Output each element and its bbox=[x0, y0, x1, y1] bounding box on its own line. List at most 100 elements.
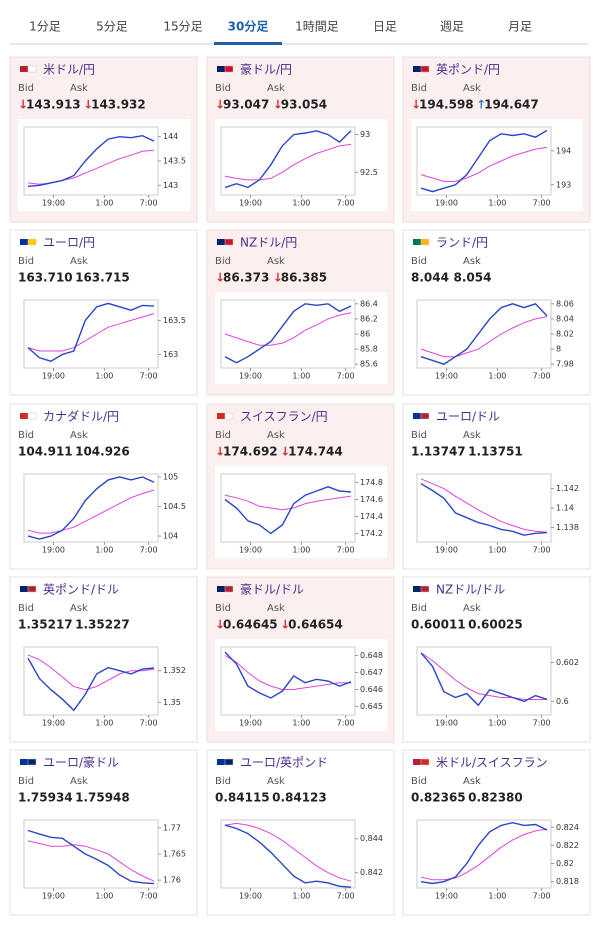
x-tick-label: 19:00 bbox=[435, 199, 458, 208]
direction-arrow: ↓ bbox=[273, 271, 283, 285]
x-tick-label: 19:00 bbox=[239, 719, 262, 728]
y-tick-label: 194 bbox=[556, 146, 571, 155]
ask-price: 8.054 bbox=[454, 271, 492, 285]
pair-name[interactable]: 米ドル/スイスフラン bbox=[436, 756, 548, 770]
ask-label: Ask bbox=[70, 776, 88, 787]
timeframe-tab[interactable]: 1時間足 bbox=[295, 20, 339, 34]
y-tick-label: 163 bbox=[163, 350, 178, 359]
bid-price: 104.911 bbox=[18, 445, 73, 459]
plot-area bbox=[220, 473, 356, 543]
ask-label: Ask bbox=[463, 776, 481, 787]
y-tick-label: 0.844 bbox=[360, 834, 383, 843]
pair-name[interactable]: ユーロ/ドル bbox=[436, 410, 500, 424]
price-line bbox=[224, 651, 352, 699]
price-line bbox=[27, 657, 155, 712]
bid-label: Bid bbox=[18, 256, 34, 267]
ask-label: Ask bbox=[267, 430, 285, 441]
ask-label: Ask bbox=[267, 256, 285, 267]
pair-name[interactable]: NZドル/円 bbox=[240, 236, 297, 250]
ask-price: 163.715 bbox=[75, 271, 130, 285]
direction-arrow: ↓ bbox=[215, 271, 225, 285]
x-tick-label: 1:00 bbox=[95, 892, 113, 901]
pair-name[interactable]: カナダドル/円 bbox=[43, 409, 119, 424]
ask-label: Ask bbox=[463, 83, 481, 94]
y-tick-label: 144 bbox=[163, 132, 178, 141]
pair-name[interactable]: NZドル/ドル bbox=[436, 583, 505, 597]
y-tick-label: 1.765 bbox=[163, 850, 186, 859]
x-tick-label: 7:00 bbox=[533, 719, 551, 728]
timeframe-tab[interactable]: 1分足 bbox=[29, 20, 61, 34]
x-tick-label: 1:00 bbox=[292, 546, 310, 555]
moving-average-line bbox=[27, 313, 155, 352]
x-tick-label: 1:00 bbox=[292, 372, 310, 381]
pair-name[interactable]: ユーロ/円 bbox=[43, 236, 95, 250]
ask-price: 0.64654 bbox=[288, 618, 343, 632]
ask-label: Ask bbox=[463, 256, 481, 267]
x-tick-label: 19:00 bbox=[239, 546, 262, 555]
pair-name[interactable]: ユーロ/英ポンド bbox=[240, 756, 328, 770]
y-tick-label: 0.822 bbox=[556, 841, 579, 850]
y-tick-label: 0.824 bbox=[556, 823, 579, 832]
y-tick-label: 174.2 bbox=[360, 529, 383, 538]
bid-label: Bid bbox=[18, 430, 34, 441]
bid-label: Bid bbox=[411, 83, 427, 94]
x-tick-label: 19:00 bbox=[42, 199, 65, 208]
bid-price: 194.598 bbox=[419, 98, 474, 112]
flag bbox=[413, 759, 421, 765]
y-tick-label: 0.645 bbox=[360, 702, 383, 711]
plot-area bbox=[416, 646, 552, 716]
timeframe-tab[interactable]: 15分足 bbox=[163, 20, 202, 34]
ask-label: Ask bbox=[70, 603, 88, 614]
timeframe-tab[interactable]: 30分足 bbox=[228, 19, 269, 34]
plot-area bbox=[416, 126, 552, 196]
bid-label: Bid bbox=[411, 776, 427, 787]
y-tick-label: 86.4 bbox=[360, 299, 378, 308]
x-tick-label: 7:00 bbox=[533, 372, 551, 381]
moving-average-line bbox=[224, 655, 351, 690]
x-tick-label: 7:00 bbox=[140, 719, 158, 728]
price-line bbox=[27, 476, 155, 540]
active-tab-underline bbox=[214, 42, 282, 45]
timeframe-tab[interactable]: 週足 bbox=[440, 20, 464, 34]
price-line bbox=[27, 829, 155, 885]
bid-label: Bid bbox=[411, 256, 427, 267]
bid-label: Bid bbox=[18, 776, 34, 787]
flag bbox=[20, 586, 28, 592]
x-tick-label: 19:00 bbox=[435, 546, 458, 555]
moving-average-line bbox=[27, 654, 155, 691]
y-tick-label: 1.352 bbox=[163, 666, 186, 675]
ask-label: Ask bbox=[70, 430, 88, 441]
timeframe-tab[interactable]: 5分足 bbox=[96, 20, 128, 34]
pair-name[interactable]: ランド/円 bbox=[436, 236, 488, 250]
pair-name[interactable]: 豪ドル/ドル bbox=[240, 582, 304, 597]
pair-name[interactable]: スイスフラン/円 bbox=[240, 410, 328, 424]
bid-price: 143.913 bbox=[26, 98, 81, 112]
bid-price: 0.60011 bbox=[411, 618, 466, 632]
pair-name[interactable]: 英ポンド/円 bbox=[436, 63, 500, 77]
x-tick-label: 7:00 bbox=[140, 372, 158, 381]
timeframe-tab[interactable]: 日足 bbox=[373, 20, 397, 34]
x-tick-label: 19:00 bbox=[42, 719, 65, 728]
x-tick-label: 19:00 bbox=[42, 546, 65, 555]
ask-price: 1.13751 bbox=[468, 445, 523, 459]
ask-label: Ask bbox=[267, 603, 285, 614]
flag bbox=[420, 238, 430, 246]
pair-name[interactable]: ユーロ/豪ドル bbox=[43, 755, 119, 770]
x-tick-label: 7:00 bbox=[140, 892, 158, 901]
y-tick-label: 1.142 bbox=[556, 484, 579, 493]
flag bbox=[413, 66, 421, 72]
pair-name[interactable]: 英ポンド/ドル bbox=[43, 583, 119, 597]
x-tick-label: 1:00 bbox=[488, 546, 506, 555]
y-tick-label: 104.5 bbox=[163, 502, 186, 511]
x-tick-label: 19:00 bbox=[42, 372, 65, 381]
pair-name[interactable]: 米ドル/円 bbox=[43, 63, 95, 77]
price-line bbox=[27, 302, 155, 362]
ask-label: Ask bbox=[70, 256, 88, 267]
y-tick-label: 92.5 bbox=[360, 168, 378, 177]
price-line bbox=[420, 302, 548, 365]
plot-area bbox=[220, 126, 356, 196]
timeframe-tab[interactable]: 月足 bbox=[508, 20, 532, 34]
moving-average-line bbox=[420, 316, 548, 358]
flag bbox=[27, 585, 37, 593]
pair-name[interactable]: 豪ドル/円 bbox=[240, 62, 292, 77]
